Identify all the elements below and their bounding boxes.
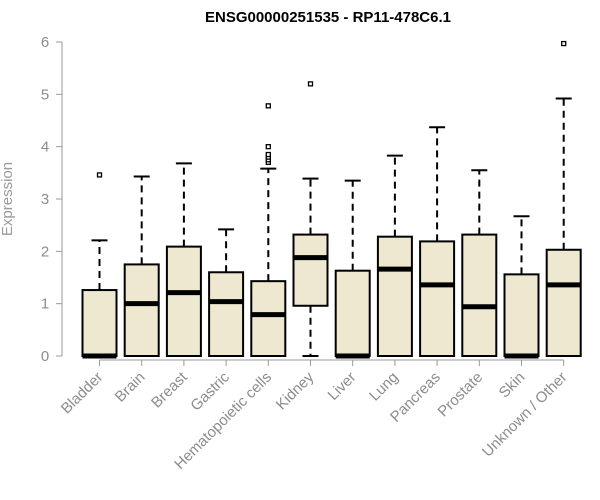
box-kidney (292, 81, 329, 357)
outlier-point (307, 81, 314, 87)
box-body (376, 235, 413, 357)
box-body (292, 233, 329, 307)
x-tick-label: Liver (325, 369, 360, 404)
y-axis-label: Expression (0, 162, 16, 236)
x-tick-label: Bladder (58, 369, 107, 418)
chart-title: ENSG00000251535 - RP11-478C6.1 (205, 9, 451, 26)
x-tick-label: Lung (366, 369, 402, 405)
box-body (419, 240, 456, 357)
y-tick-label: 5 (41, 86, 49, 103)
y-tick-label: 4 (41, 139, 49, 156)
box-brain (123, 175, 160, 357)
y-tick-label: 2 (41, 243, 49, 260)
outlier-point (96, 172, 103, 178)
box-pancreas (419, 126, 456, 357)
box-body (545, 248, 582, 357)
x-tick-label: Prostate (435, 369, 487, 421)
x-tick-label: Skin (496, 369, 529, 402)
box-liver (334, 179, 371, 359)
box-body (334, 269, 371, 357)
box-breast (165, 162, 202, 357)
y-tick-label: 0 (41, 348, 49, 365)
box-body (208, 271, 245, 357)
y-tick-label: 3 (41, 191, 49, 208)
box-hematopoietic-cells (250, 103, 287, 357)
y-tick-label: 1 (41, 296, 49, 313)
outlier-point (265, 144, 271, 150)
outlier-point (265, 103, 271, 109)
x-tick-label: Breast (148, 368, 191, 411)
y-tick-label: 6 (41, 34, 49, 51)
box-prostate (461, 169, 498, 357)
x-tick-label: Kidney (273, 368, 318, 413)
x-tick-label: Brain (112, 369, 149, 406)
box-body (461, 233, 498, 357)
box-body (123, 263, 160, 357)
outlier-point (265, 151, 271, 158)
box-lung (376, 154, 413, 357)
box-body (250, 280, 287, 357)
box-body (81, 289, 118, 357)
box-unknown-other (545, 40, 582, 357)
box-body (503, 273, 540, 357)
box-gastric (208, 228, 245, 357)
box-bladder (81, 172, 118, 359)
outlier-point (561, 40, 567, 47)
box-body (165, 245, 202, 357)
plot-area (81, 40, 582, 359)
box-skin (503, 215, 540, 359)
y-axis: 0 1 2 3 4 5 6 (41, 34, 63, 365)
